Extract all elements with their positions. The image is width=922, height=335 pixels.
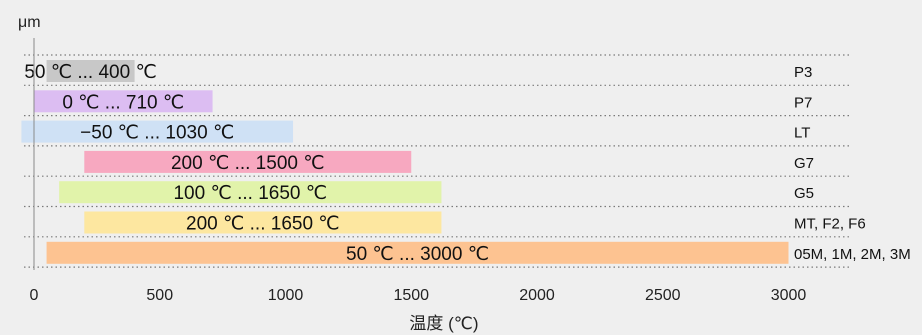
range-bars: 50 ℃ ... 400 ℃ P3 0 ℃ ... 710 ℃ P7 −50 ℃ ...… bbox=[21, 60, 911, 265]
row-label: LT bbox=[794, 125, 810, 142]
range-bar-05m-1m-2m-3m bbox=[46, 241, 789, 264]
range-bar-text: 50 ℃ ... 3000 ℃ bbox=[346, 244, 489, 265]
y-unit-label: μm bbox=[18, 14, 41, 31]
range-bar-g7 bbox=[84, 150, 412, 173]
x-tick-label: 2000 bbox=[519, 287, 555, 304]
row-label: P7 bbox=[794, 94, 812, 111]
range-bar-p3 bbox=[46, 60, 135, 82]
row-label: MT, F2, F6 bbox=[794, 216, 866, 233]
grid-lines bbox=[24, 54, 852, 268]
range-bar-g5 bbox=[59, 181, 442, 204]
x-tick-label: 1500 bbox=[393, 287, 429, 304]
range-bar-text: 0 ℃ ... 710 ℃ bbox=[62, 92, 184, 113]
row-label: P3 bbox=[794, 64, 812, 81]
x-tick-label: 500 bbox=[146, 287, 173, 304]
x-axis-title: 温度 (℃) bbox=[409, 314, 478, 333]
x-axis-ticks: 0 500 1000 1500 2000 2500 3000 bbox=[30, 287, 807, 304]
x-tick-label: 2500 bbox=[645, 287, 681, 304]
range-bar-mt-f2-f6 bbox=[84, 211, 442, 234]
range-bar-lt bbox=[21, 120, 294, 143]
row-label: 05M, 1M, 2M, 3M bbox=[794, 246, 911, 263]
range-bar-text: −50 ℃ ... 1030 ℃ bbox=[80, 123, 234, 144]
row-label: G5 bbox=[794, 185, 814, 202]
x-tick-label: 3000 bbox=[771, 287, 807, 304]
x-tick-label: 1000 bbox=[268, 287, 304, 304]
range-bar-text: 100 ℃ ... 1650 ℃ bbox=[173, 183, 327, 204]
range-bar-text: 200 ℃ ... 1500 ℃ bbox=[171, 153, 325, 174]
range-bar-text: 50 ℃ ... 400 ℃ bbox=[24, 62, 156, 83]
row-label: G7 bbox=[794, 155, 814, 172]
range-bar-text: 200 ℃ ... 1650 ℃ bbox=[186, 214, 340, 235]
x-tick-label: 0 bbox=[30, 287, 39, 304]
range-bar-p7 bbox=[34, 90, 213, 113]
